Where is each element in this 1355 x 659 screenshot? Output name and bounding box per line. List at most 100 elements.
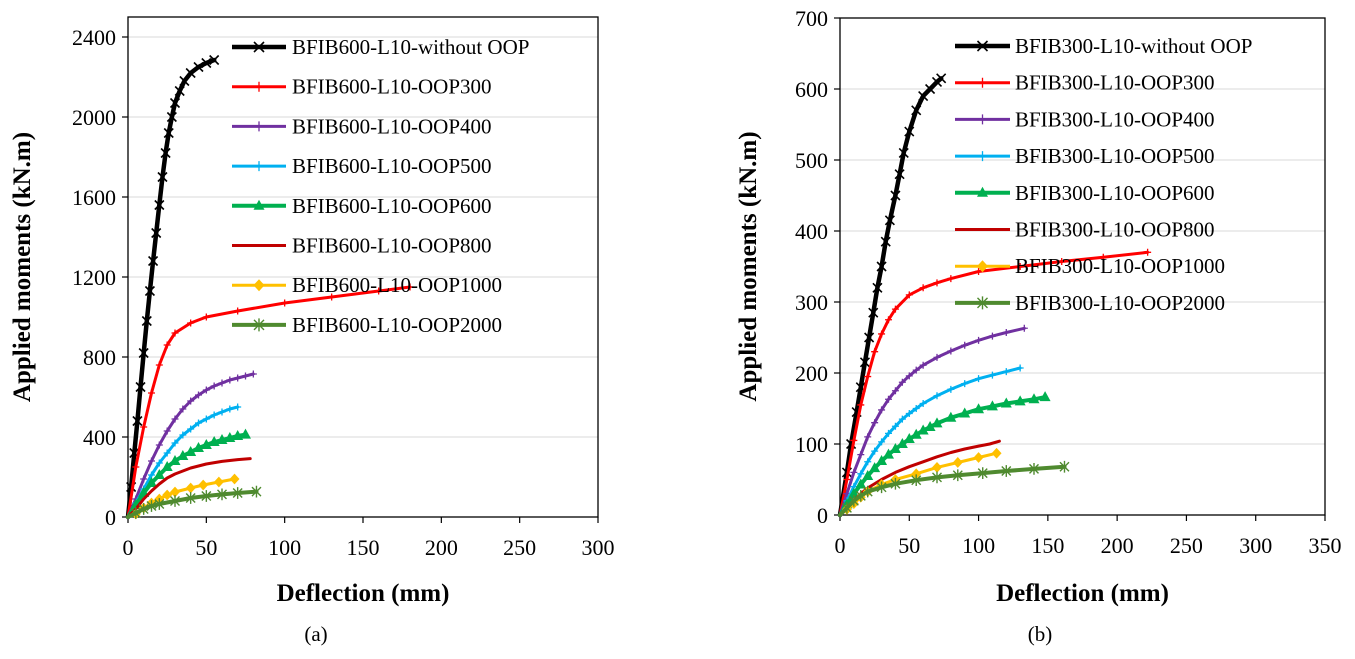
data-point [140,423,148,431]
legend-entry: BFIB600-L10-OOP300 [232,75,492,99]
data-point [169,455,181,465]
data-point [328,293,336,301]
series-line [837,76,944,518]
legend-swatch-marker [976,40,989,52]
data-point [862,469,874,480]
data-point [878,330,886,338]
data-point [919,400,927,408]
series-line [126,457,252,519]
x-tick-label: 50 [898,533,920,558]
data-point [171,439,179,447]
legend-label: BFIB600-L10-OOP600 [292,194,492,218]
data-point [855,489,866,502]
data-point [179,75,190,87]
data-point [912,366,920,374]
data-point [242,372,249,380]
series-line [838,250,1150,517]
data-point [871,447,879,455]
data-point [880,236,891,247]
series-5 [838,391,1051,517]
legend-label: BFIB600-L10-OOP1000 [292,273,502,297]
data-point [375,287,383,295]
y-tick-label: 300 [795,290,828,315]
data-point [1058,258,1066,266]
data-point [878,406,886,414]
data-point [910,428,922,439]
data-point [187,425,195,433]
legend-entry: BFIB600-L10-OOP2000 [232,313,502,337]
x-tick-label: 350 [1309,533,1342,558]
data-point [1000,397,1012,408]
x-axis-label: Deflection (mm) [996,580,1169,607]
legend-entry: BFIB300-L10-OOP600 [955,181,1215,205]
data-point [218,379,226,387]
x-tick-label: 300 [1239,533,1272,558]
y-tick-label: 700 [795,6,828,31]
series-1 [125,54,220,520]
data-point [169,97,181,109]
data-point [857,470,865,478]
data-point [177,450,189,460]
data-point [155,459,163,467]
legend-swatch-marker [254,161,264,172]
data-point [1039,391,1051,402]
data-point [234,307,242,315]
data-point [163,427,171,435]
data-point [187,319,195,327]
data-point [850,436,858,444]
data-point [195,419,202,427]
data-point [977,467,988,479]
data-point [229,473,240,485]
data-point [138,503,149,515]
data-point [193,442,204,452]
data-point [905,372,913,380]
data-point [843,476,851,483]
data-point [975,375,983,383]
legend-entry: BFIB600-L10-OOP800 [232,234,492,258]
data-point [932,471,942,484]
legend-entry: BFIB600-L10-OOP600 [232,194,492,218]
x-tick-label: 100 [268,535,301,560]
data-point [198,479,209,491]
series-3 [126,370,257,519]
series-4 [126,403,242,519]
data-point [218,408,226,416]
data-point [153,469,165,479]
legend-swatch-marker [977,114,988,125]
data-point [163,341,171,349]
x-tick-label: 50 [195,535,217,560]
x-tick-label: 300 [582,535,615,560]
data-point [885,429,892,437]
data-point [973,452,984,463]
data-point [857,451,865,459]
legend-entry: BFIB600-L10-OOP400 [232,114,492,138]
data-point [200,439,212,449]
data-point [904,126,915,137]
data-point [871,419,879,427]
legend-entry: BFIB300-L10-OOP400 [955,107,1215,131]
x-tick-label: 250 [1170,533,1203,558]
data-point [138,347,149,359]
data-point [876,261,887,272]
data-point [185,67,196,79]
data-point [132,463,140,471]
data-point [148,457,155,465]
data-point [891,422,899,430]
series-4 [838,364,1024,517]
data-point [975,336,983,344]
series-line [838,464,1067,517]
legend-swatch-marker [977,260,988,273]
legend-label: BFIB600-L10-OOP2000 [292,313,502,337]
data-point [933,353,941,361]
data-point [179,431,187,439]
legend-swatch-marker [253,279,265,292]
series-6 [126,457,252,519]
y-tick-label: 100 [795,432,828,457]
legend-label: BFIB300-L10-without OOP [1015,34,1252,58]
x-tick-label: 200 [1101,533,1134,558]
data-point [210,411,218,419]
data-point [894,169,905,180]
y-tick-label: 1600 [72,185,116,210]
data-point [911,474,922,487]
legend-swatch-marker [977,296,988,310]
